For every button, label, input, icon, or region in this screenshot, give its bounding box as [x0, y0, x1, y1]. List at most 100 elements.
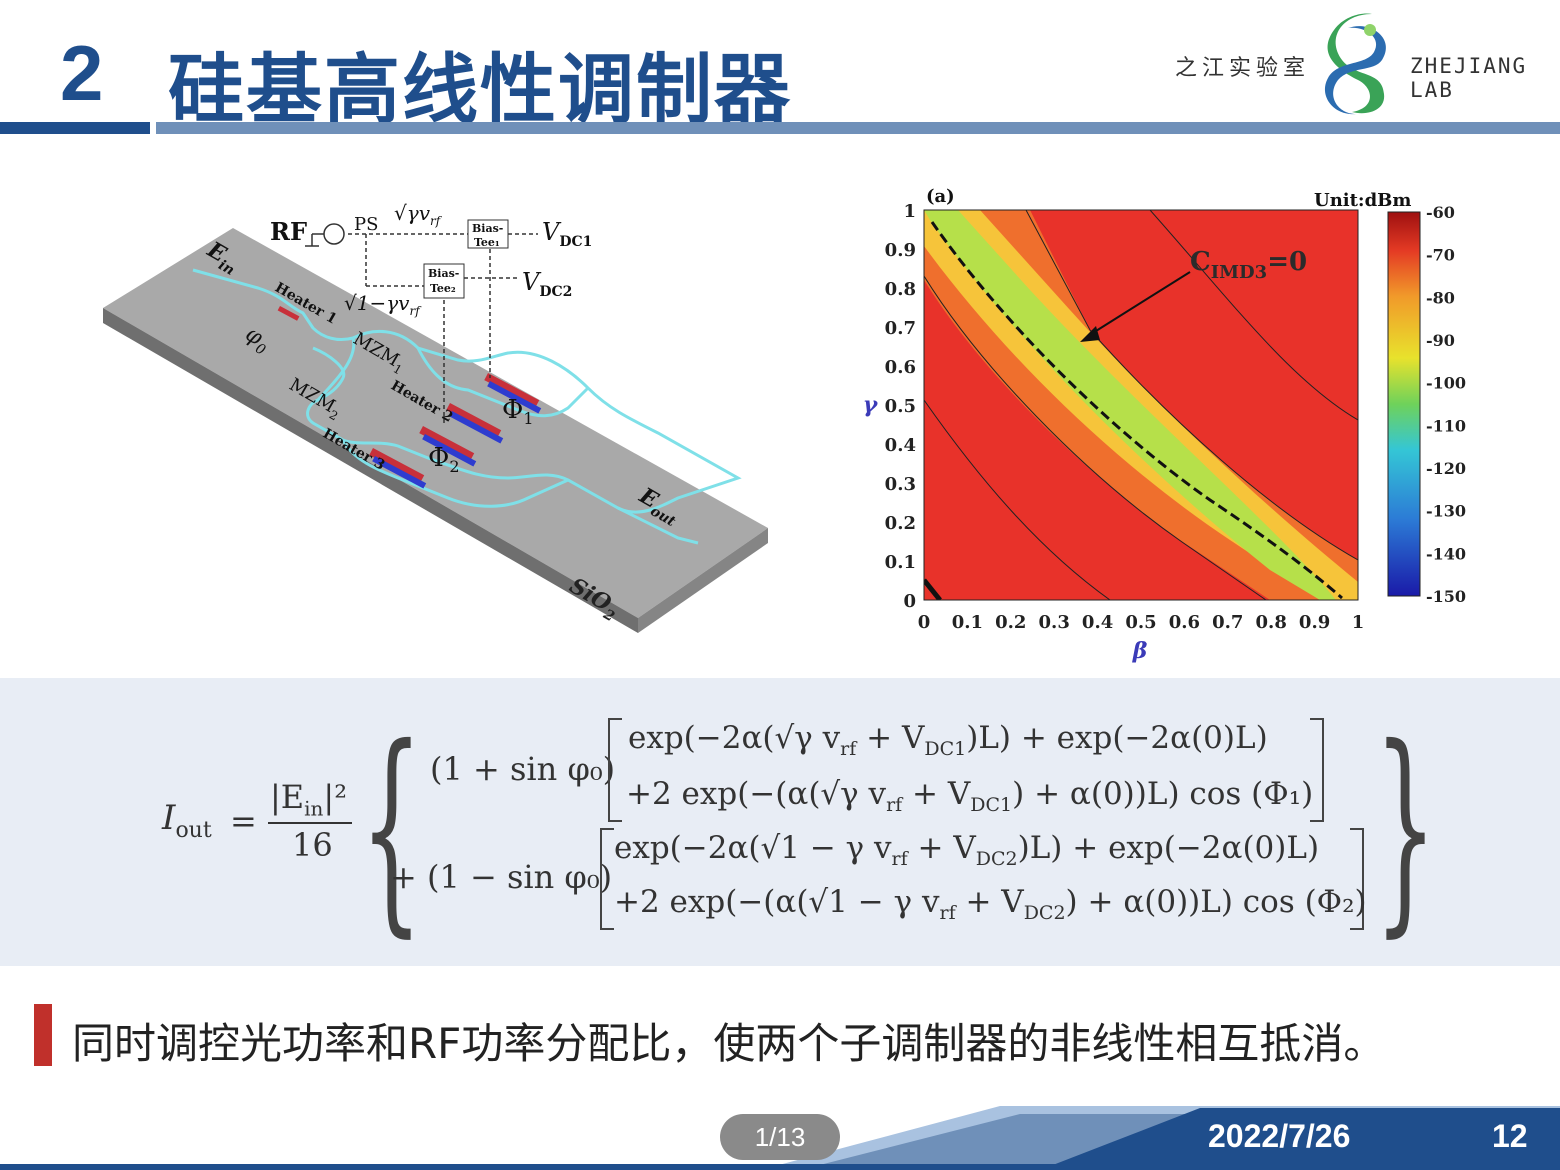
- page-indicator[interactable]: 1/13: [720, 1114, 840, 1160]
- logo-text-cn: 之江实验室: [1175, 56, 1311, 81]
- colorbar-tick-label: -100: [1426, 374, 1466, 393]
- bullet-text: 同时调控光功率和RF功率分配比，使两个子调制器的非线性相互抵消。: [72, 1019, 1386, 1068]
- unit-label: Unit:dBm: [1314, 190, 1411, 211]
- sqrt-gamma-label: √γv: [394, 201, 431, 225]
- svg-text:CIMD3=0: CIMD3=0: [1190, 247, 1307, 283]
- row1-prefix: (1 + sin φ₀): [430, 750, 616, 788]
- bullet-marker: [34, 1004, 52, 1066]
- x-tick-label: 0.8: [1256, 612, 1287, 633]
- row1-line2-sub2: DC1: [970, 794, 1013, 817]
- contour-line-1: [924, 275, 1267, 600]
- vdc2-sub: DC2: [539, 284, 572, 300]
- row1-line2-c: ) + α(0))L) cos (Φ₁): [1012, 776, 1314, 812]
- x-tick-label: 0.4: [1082, 612, 1113, 633]
- colorbar-tick-label: -140: [1426, 544, 1466, 563]
- annotation-suffix: =0: [1267, 247, 1307, 277]
- x-tick-label: 0.6: [1169, 612, 1200, 633]
- phi1-label: Φ: [502, 395, 523, 425]
- svg-text:√1−γvrf: √1−γvrf: [344, 291, 422, 318]
- annotation-sub: IMD3: [1211, 262, 1267, 283]
- sqrt-gamma-sub: rf: [430, 214, 443, 228]
- slide-title: 硅基高线性调制器: [168, 45, 792, 134]
- formula-den: 16: [292, 826, 333, 864]
- bias-tee-1-label: Bias-: [472, 222, 503, 235]
- y-tick-label: 0.3: [885, 474, 916, 495]
- contour-line-2: [1025, 210, 1358, 561]
- formula-num-sub: in: [304, 796, 324, 821]
- y-tick-label: 0.7: [885, 318, 916, 339]
- rf-label: RF: [270, 217, 307, 246]
- colorbar-tick-label: -130: [1426, 502, 1466, 521]
- row2-prefix: + (1 − sin φ₀): [390, 858, 613, 896]
- y-tick-label: 0.2: [885, 513, 916, 534]
- row2-line2-b: + V: [955, 884, 1024, 920]
- x-tick-label: 0: [918, 612, 931, 633]
- colorbar-tick-label: -120: [1426, 459, 1466, 478]
- logo-text-en: ZHEJIANG LAB: [1410, 54, 1528, 102]
- y-tick-label: 0.9: [885, 240, 916, 261]
- colorbar-tick-label: -60: [1426, 203, 1455, 222]
- x-axis-label: β: [1132, 638, 1148, 664]
- colorbar: [1387, 211, 1421, 597]
- annotation-arrow: [1087, 271, 1191, 337]
- sqrt-one-minus-gamma-sub: rf: [409, 304, 422, 318]
- y-tick-label: 0.8: [885, 279, 916, 300]
- left-brace: {: [360, 700, 423, 956]
- colorbar-tick-label: -90: [1426, 331, 1455, 350]
- vdc1-label: V: [542, 218, 562, 246]
- svg-text:VDC2: VDC2: [522, 268, 572, 300]
- annotation-c: C: [1190, 247, 1211, 277]
- x-tick-label: 0.2: [995, 612, 1026, 633]
- y-tick-label: 0.4: [885, 435, 916, 456]
- colorbar-tick-label: -150: [1426, 587, 1466, 606]
- footer-date: 2022/7/26: [1208, 1118, 1351, 1154]
- row2-line2-a: +2 exp(−(α(√1 − γ v: [614, 884, 940, 920]
- ps-label: PS: [354, 214, 378, 235]
- vdc2-label: V: [522, 268, 542, 296]
- svg-text:VDC1: VDC1: [542, 218, 592, 250]
- svg-text:√γvrf: √γvrf: [394, 201, 443, 228]
- row1-line1-b: + V: [856, 720, 925, 756]
- zhejiang-lab-logo-icon: [1324, 13, 1386, 115]
- fraction-bar: [268, 822, 352, 824]
- iout-formula: Iout = |Ein|² 16 { } (1 + sin φ₀) exp(−2…: [0, 678, 1560, 966]
- x-tick-label: 0.5: [1125, 612, 1156, 633]
- title-underline-right: [156, 122, 1560, 134]
- x-tick-label: 0.3: [1039, 612, 1070, 633]
- svg-text:Φ1: Φ1: [502, 395, 534, 428]
- row2-line1-a: exp(−2α(√1 − γ v: [614, 830, 892, 866]
- bias-tee-2-label: Bias-: [428, 267, 459, 280]
- panel-label: (a): [926, 186, 955, 207]
- corner-mark: [924, 578, 942, 600]
- row1-line1-a: exp(−2α(√γ v: [628, 720, 841, 756]
- vdc1-sub: DC1: [559, 234, 592, 250]
- y-tick-label: 0: [903, 591, 916, 612]
- y-tick-label: 0.5: [885, 396, 916, 417]
- row2-line1-b: + V: [907, 830, 976, 866]
- y-tick-label: 0.6: [885, 357, 916, 378]
- cimd3-zero-line: [930, 221, 1343, 600]
- phi1-sub: 1: [523, 409, 533, 428]
- phi2-label: Φ: [428, 443, 449, 473]
- x-tick-label: 0.9: [1299, 612, 1330, 633]
- row2-line1-c: )L) + exp(−2α(0)L): [1017, 830, 1320, 866]
- x-tick-label: 0.7: [1212, 612, 1243, 633]
- phi2-sub: 2: [449, 457, 459, 476]
- row2-line2-sub1: rf: [939, 902, 956, 925]
- bias-tee-2-label-b: Tee₂: [430, 282, 456, 295]
- bias-tee-1-label-b: Tee₁: [474, 236, 500, 249]
- contour-region-green: [924, 210, 1336, 600]
- footer-band: [0, 1106, 1560, 1170]
- colorbar-tick-label: -110: [1426, 416, 1466, 435]
- formula-lhs: I: [162, 798, 176, 838]
- y-tick-label: 1: [903, 201, 916, 222]
- formula-num: |E: [270, 778, 305, 816]
- contour-line-4: [1149, 210, 1358, 421]
- row1-line2-sub1: rf: [886, 794, 903, 817]
- footer-page-number: 12: [1492, 1118, 1528, 1154]
- row2-line2-sub2: DC2: [1023, 902, 1066, 925]
- colorbar-tick-label: -80: [1426, 288, 1455, 307]
- plot-frame: [923, 209, 1359, 601]
- row2-line1-sub1: rf: [891, 848, 908, 871]
- colorbar-tick-label: -70: [1426, 246, 1455, 265]
